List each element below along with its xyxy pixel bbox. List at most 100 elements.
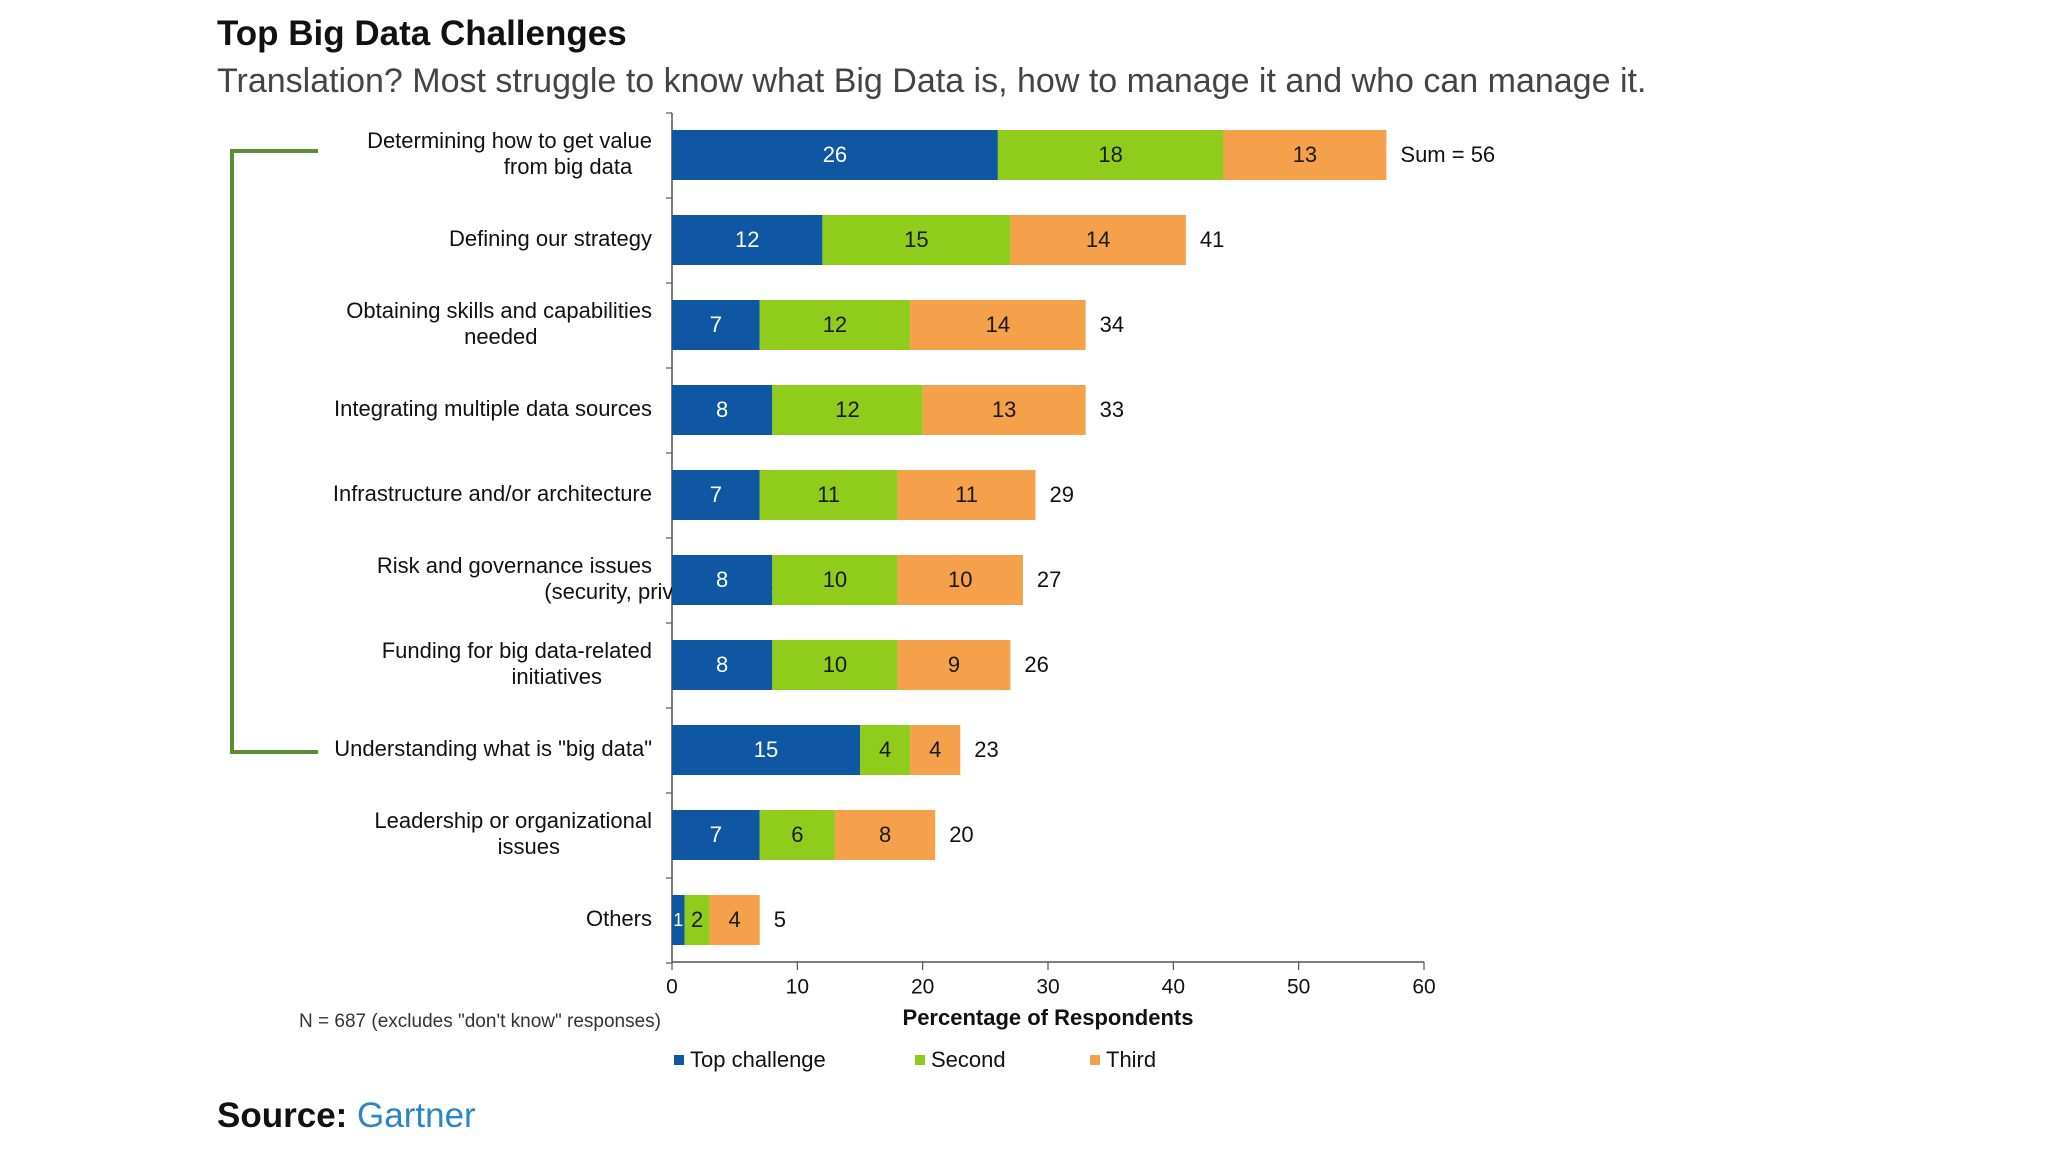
- x-tick-label: 50: [1287, 976, 1310, 999]
- bar-segment-second: [772, 640, 898, 690]
- bar-segment-second: [772, 555, 898, 605]
- data-label-third: 4: [729, 907, 741, 932]
- data-label-third: 10: [948, 567, 972, 592]
- grouping-bracket: [230, 149, 318, 754]
- data-label-third: 14: [1086, 227, 1110, 252]
- data-label-third: 13: [992, 397, 1016, 422]
- legend-swatch-second: [915, 1055, 925, 1065]
- bar-segment-top: [672, 470, 760, 520]
- category-label: from big data: [504, 154, 633, 179]
- bar-segment-third: [709, 895, 760, 945]
- category-label: Others: [586, 906, 652, 931]
- total-label: 23: [974, 737, 998, 762]
- category-label: Leadership or organizational: [374, 808, 652, 833]
- legend-label-third: Third: [1106, 1047, 1156, 1072]
- data-label-third: 13: [1293, 142, 1317, 167]
- data-label-second: 6: [791, 822, 803, 847]
- total-label: 33: [1100, 397, 1124, 422]
- category-label: Determining how to get value: [367, 128, 652, 153]
- bar-segment-second: [822, 215, 1011, 265]
- bar-segment-top: [672, 555, 773, 605]
- x-axis-label: Percentage of Respondents: [903, 1005, 1194, 1030]
- bar-segment-third: [1223, 130, 1387, 180]
- bar-segment-top: [672, 300, 760, 350]
- bar-segment-third: [922, 385, 1086, 435]
- legend-label-top: Top challenge: [690, 1047, 826, 1072]
- total-label: 5: [774, 907, 786, 932]
- category-label: needed: [464, 324, 537, 349]
- bar-segment-third: [897, 470, 1036, 520]
- bar-segment-third: [897, 555, 1023, 605]
- data-label-top: 1: [673, 910, 683, 930]
- data-label-third: 11: [955, 482, 978, 507]
- data-label-third: 4: [929, 737, 941, 762]
- category-label: Defining our strategy: [449, 226, 652, 251]
- bar-segment-top: [672, 130, 998, 180]
- bar-segment-second: [684, 895, 710, 945]
- category-label: Risk and governance issues: [377, 553, 652, 578]
- stacked-bar-chart: 0 10 20 30 40 50 60 Percentage of Respondents N …: [230, 112, 1495, 1072]
- x-tick-label: 30: [1036, 976, 1059, 999]
- data-label-second: 2: [691, 907, 703, 932]
- category-label: Integrating multiple data sources: [334, 396, 652, 421]
- data-label-top: 15: [754, 737, 778, 762]
- total-label: 34: [1100, 312, 1124, 337]
- data-label-third: 9: [948, 652, 960, 677]
- legend-swatch-third: [1090, 1055, 1100, 1065]
- bar-segment-second: [759, 810, 835, 860]
- bar-segment-top: [672, 810, 760, 860]
- data-label-top: 12: [735, 227, 759, 252]
- bar-segment-third: [1010, 215, 1186, 265]
- bar-segment-third: [897, 640, 1011, 690]
- data-label-top: 8: [716, 652, 728, 677]
- category-label: Funding for big data-related: [382, 638, 652, 663]
- data-label-top: 8: [716, 567, 728, 592]
- bar-segment-second: [860, 725, 911, 775]
- category-label: Obtaining skills and capabilities: [346, 298, 652, 323]
- source-link[interactable]: Gartner: [357, 1096, 476, 1135]
- bar-segment-second: [997, 130, 1224, 180]
- total-label: Sum = 56: [1400, 142, 1495, 167]
- bar-segment-second: [759, 300, 911, 350]
- data-label-top: 7: [710, 312, 722, 337]
- data-label-second: 10: [823, 567, 847, 592]
- x-tick-label: 0: [666, 976, 678, 999]
- data-label-second: 12: [835, 397, 859, 422]
- data-label-second: 10: [823, 652, 847, 677]
- bar-segment-top: [672, 725, 860, 775]
- data-label-top: 7: [710, 482, 722, 507]
- category-label: initiatives: [512, 664, 602, 689]
- chart-subtitle: Translation? Most struggle to know what …: [217, 62, 1647, 100]
- source-line: Source: Gartner: [217, 1096, 476, 1136]
- bar-segment-second: [759, 470, 898, 520]
- x-tick-label: 10: [786, 976, 809, 999]
- data-label-top: 26: [823, 142, 847, 167]
- bar-segment-third: [834, 810, 936, 860]
- bar-segment-third: [910, 300, 1086, 350]
- bar-segment-top: [672, 385, 773, 435]
- source-label: Source:: [217, 1096, 348, 1135]
- data-label-second: 12: [823, 312, 847, 337]
- total-label: 26: [1024, 652, 1048, 677]
- legend-swatch-top: [674, 1055, 684, 1065]
- x-tick-label: 60: [1412, 976, 1435, 999]
- bar-segment-second: [772, 385, 923, 435]
- total-label: 41: [1200, 227, 1224, 252]
- bar-segment-top: [672, 895, 685, 945]
- category-label: issues: [498, 834, 560, 859]
- data-label-top: 8: [716, 397, 728, 422]
- category-label: Infrastructure and/or architecture: [333, 481, 652, 506]
- bar-segment-top: [672, 215, 823, 265]
- data-label-second: 15: [904, 227, 928, 252]
- data-label-third: 14: [986, 312, 1010, 337]
- data-label-third: 8: [879, 822, 891, 847]
- category-label: Understanding what is "big data": [334, 736, 652, 761]
- chart-title: Top Big Data Challenges: [217, 14, 627, 53]
- legend-label-second: Second: [931, 1047, 1006, 1072]
- total-label: 27: [1037, 567, 1061, 592]
- data-label-second: 18: [1098, 142, 1122, 167]
- total-label: 29: [1049, 482, 1073, 507]
- bar-segment-third: [910, 725, 961, 775]
- x-tick-label: 20: [911, 976, 934, 999]
- data-label-second: 11: [817, 482, 840, 507]
